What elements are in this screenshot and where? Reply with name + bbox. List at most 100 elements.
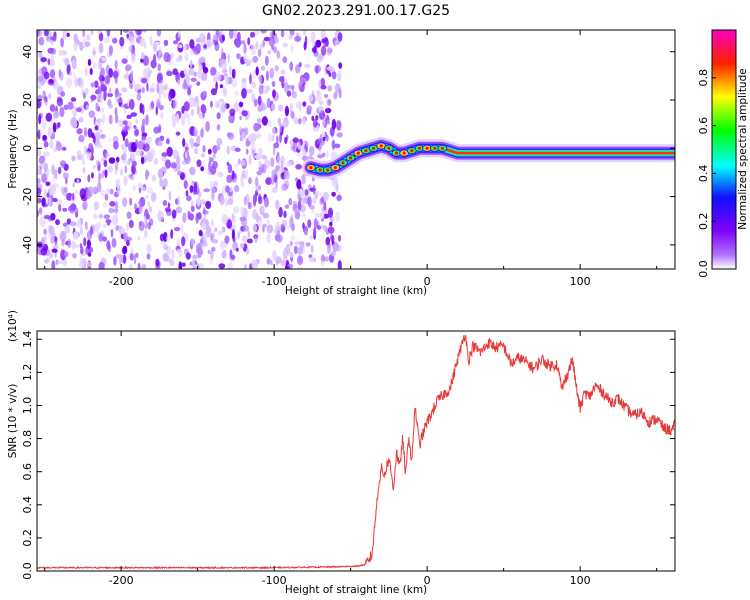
noise-speckle [203,188,211,193]
noise-speckle [107,92,113,98]
noise-speckle [143,143,150,152]
noise-speckle [153,158,158,165]
noise-speckle [337,234,342,242]
noise-speckle [187,114,191,125]
noise-speckle [189,39,195,49]
noise-speckle [181,236,186,247]
noise-speckle [108,157,116,164]
noise-speckle [205,200,212,210]
y-tick-label: 20 [21,93,34,107]
noise-speckle [166,53,172,63]
noise-speckle [334,39,341,46]
noise-speckle [316,55,323,63]
noise-speckle [103,159,108,168]
noise-speckle [330,250,336,257]
noise-speckle [94,223,100,233]
noise-speckle [134,203,137,210]
noise-speckle [322,136,326,141]
x-tick-label: 100 [570,275,591,288]
noise-speckle [319,100,324,106]
noise-speckle [261,89,269,95]
noise-speckle [296,264,303,269]
y-tick-label: 0.8 [21,430,34,448]
noise-speckle [222,34,225,42]
noise-speckle [206,39,212,49]
noise-speckle [294,241,299,246]
y-tick-label: 1.2 [21,364,34,382]
colorbar-tick-label: 0.8 [697,69,710,87]
noise-speckle [103,90,107,99]
noise-speckle [163,244,169,251]
noise-speckle [234,163,239,169]
noise-speckle [300,77,305,84]
noise-speckle [313,218,318,229]
noise-speckle [211,190,215,201]
noise-speckle [200,72,208,82]
noise-speckle [285,161,292,167]
y-tick-label: 0.6 [21,463,34,481]
noise-speckle [265,177,272,186]
noise-speckle [268,36,275,47]
noise-speckle [139,196,146,207]
noise-speckle [318,105,324,114]
noise-speckle [234,37,242,48]
noise-speckle [241,235,249,243]
noise-speckle [175,206,182,214]
noise-speckle [314,65,321,73]
noise-speckle [171,52,174,59]
noise-speckle [162,178,168,188]
noise-speckle [90,94,97,101]
noise-speckle [96,144,103,149]
noise-speckle [96,118,103,123]
noise-speckle [128,45,133,53]
noise-speckle [306,141,310,147]
ridge-peak-core [318,168,322,172]
noise-speckle [271,81,276,87]
noise-speckle [145,114,149,125]
noise-speckle [142,30,147,33]
noise-speckle [242,169,245,178]
noise-speckle [75,212,79,218]
noise-speckle [242,225,250,232]
noise-speckle [126,33,129,39]
noise-speckle [61,146,67,151]
noise-speckle [294,35,301,42]
noise-speckle [233,101,240,112]
noise-speckle [196,159,202,168]
noise-speckle [37,30,43,37]
noise-speckle [86,34,91,41]
noise-speckle [283,210,287,218]
noise-speckle [312,118,318,128]
noise-speckle [106,240,111,250]
spectrogram-frame [36,29,676,270]
noise-speckle [255,66,259,76]
noise-speckle [292,141,298,153]
noise-speckle [182,138,186,147]
noise-speckle [97,128,103,134]
noise-speckle [272,89,276,98]
noise-speckle [259,205,265,216]
noise-speckle [265,55,269,66]
noise-speckle [280,184,285,192]
noise-speckle [246,238,253,244]
noise-speckle [122,245,128,255]
noise-speckle [108,103,114,109]
noise-speckle [73,71,76,79]
noise-speckle [185,252,191,260]
noise-speckle [94,131,101,142]
noise-speckle [322,210,329,216]
noise-speckle [52,244,59,250]
ridge-peak-core [364,149,368,153]
noise-speckle [226,161,230,166]
noise-speckle [180,223,184,233]
noise-speckle [196,135,201,145]
noise-speckle [215,145,221,151]
noise-speckle [74,62,78,69]
noise-speckle [95,160,100,166]
noise-speckle [252,55,259,63]
noise-speckle [102,113,105,125]
noise-speckle [251,140,255,150]
noise-speckle [279,76,284,83]
noise-speckle [130,112,138,117]
